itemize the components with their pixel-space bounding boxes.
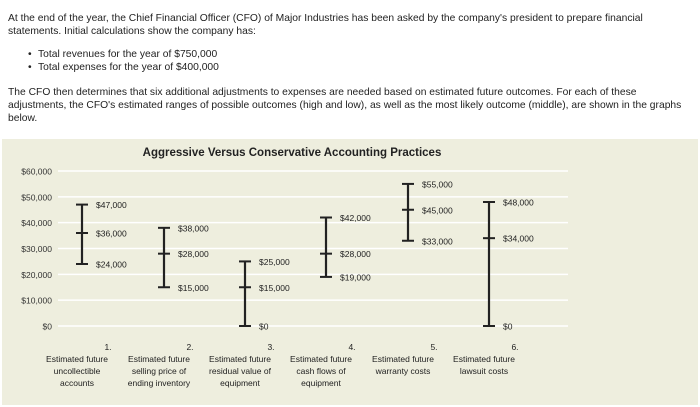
category-label: warranty costs — [375, 366, 431, 376]
category-label: Estimated future — [209, 354, 271, 364]
data-label: $47,000 — [96, 200, 127, 210]
category-label: residual value of — [209, 366, 272, 376]
chart-panel: Aggressive Versus Conservative Accountin… — [2, 139, 698, 405]
category-label: Estimated future — [46, 354, 108, 364]
data-label: $42,000 — [340, 213, 371, 223]
category-label: uncollectible — [54, 366, 101, 376]
category-label: Estimated future — [128, 354, 190, 364]
range-chart: Aggressive Versus Conservative Accountin… — [21, 147, 568, 388]
category-number: 2. — [186, 342, 193, 352]
category-label: lawsuit costs — [460, 366, 508, 376]
bullet-expenses: Total expenses for the year of $400,000 — [28, 61, 219, 74]
category-number: 1. — [104, 342, 111, 352]
data-label: $28,000 — [178, 249, 209, 259]
data-label: $38,000 — [178, 223, 209, 233]
y-tick-label: $50,000 — [21, 192, 52, 202]
bullet-list: Total revenues for the year of $750,000 … — [28, 48, 219, 74]
bullet-revenues: Total revenues for the year of $750,000 — [28, 48, 219, 61]
data-label: $15,000 — [178, 283, 209, 293]
y-tick-label: $0 — [43, 322, 53, 332]
y-tick-label: $60,000 — [21, 167, 52, 177]
data-label: $34,000 — [503, 234, 534, 244]
data-label: $55,000 — [422, 179, 453, 189]
data-label: $0 — [259, 322, 269, 332]
data-label: $36,000 — [96, 229, 127, 239]
data-label: $45,000 — [422, 205, 453, 215]
category-number: 4. — [348, 342, 355, 352]
category-label: Estimated future — [372, 354, 434, 364]
y-tick-label: $20,000 — [21, 270, 52, 280]
category-label: selling price of — [132, 366, 187, 376]
category-label: Estimated future — [290, 354, 352, 364]
category-label: accounts — [60, 378, 94, 388]
intro-paragraph: At the end of the year, the Chief Financ… — [8, 13, 643, 37]
adjustments-paragraph: The CFO then determines that six additio… — [8, 87, 682, 124]
data-label: $15,000 — [259, 283, 290, 293]
data-label: $24,000 — [96, 260, 127, 270]
category-label: equipment — [220, 378, 260, 388]
category-number: 3. — [267, 342, 274, 352]
data-label: $28,000 — [340, 249, 371, 259]
category-label: cash flows of — [296, 366, 346, 376]
category-label: equipment — [301, 378, 341, 388]
data-label: $0 — [503, 322, 513, 332]
category-label: Estimated future — [453, 354, 515, 364]
data-label: $33,000 — [422, 236, 453, 246]
y-tick-label: $30,000 — [21, 244, 52, 254]
y-tick-label: $40,000 — [21, 218, 52, 228]
data-label: $19,000 — [340, 272, 371, 282]
category-label: ending inventory — [128, 378, 191, 388]
category-number: 6. — [511, 342, 518, 352]
category-number: 5. — [430, 342, 437, 352]
data-label: $48,000 — [503, 198, 534, 208]
chart-title: Aggressive Versus Conservative Accountin… — [143, 147, 442, 159]
data-label: $25,000 — [259, 257, 290, 267]
y-tick-label: $10,000 — [21, 296, 52, 306]
